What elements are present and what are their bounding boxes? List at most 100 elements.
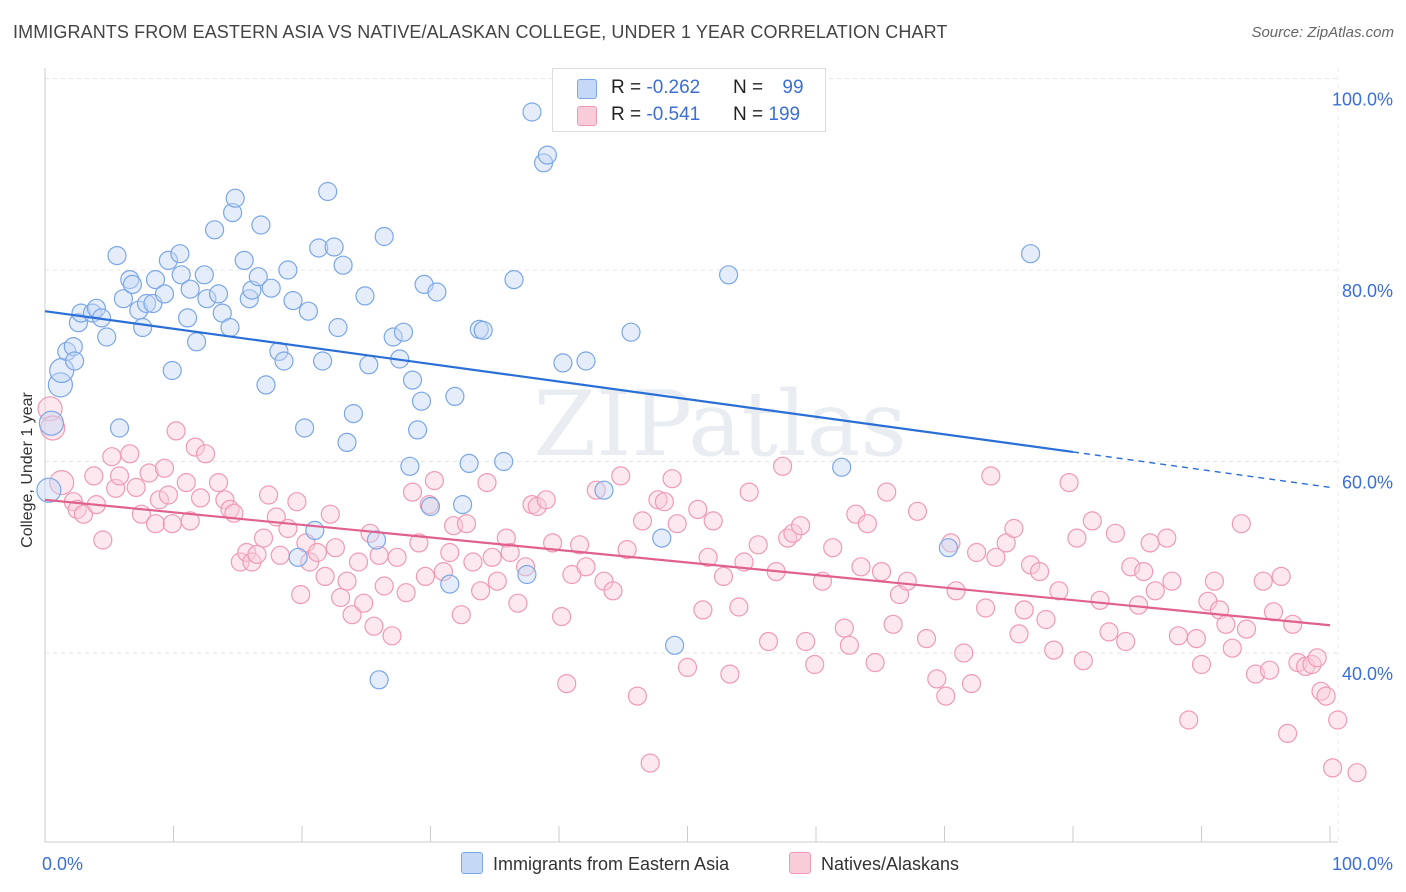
eastern-asia-point <box>355 286 375 306</box>
natives-point <box>1328 710 1348 730</box>
eastern-asia-point <box>295 418 315 438</box>
natives-point <box>883 614 903 634</box>
natives-point <box>569 535 590 555</box>
natives-point <box>387 547 407 567</box>
eastern-asia-point <box>445 386 465 406</box>
eastern-asia-point <box>652 528 672 548</box>
legend-swatch-pink <box>789 852 811 874</box>
legend-r-value: -0.541 <box>646 104 701 125</box>
natives-point <box>342 605 362 625</box>
natives-point <box>145 514 166 534</box>
eastern-asia-point <box>459 453 479 473</box>
eastern-asia-point <box>178 308 198 328</box>
natives-point <box>907 501 928 521</box>
natives-point <box>1322 758 1343 778</box>
natives-point <box>382 626 402 646</box>
natives-point <box>1168 626 1189 646</box>
natives-point <box>139 463 159 483</box>
eastern-asia-point <box>621 322 641 342</box>
legend-label: Immigrants from Eastern Asia <box>493 854 730 874</box>
natives-point <box>500 542 520 563</box>
eastern-asia-point <box>170 244 190 264</box>
natives-point <box>805 654 825 675</box>
natives-point <box>783 523 803 543</box>
natives-point <box>693 600 713 620</box>
eastern-asia-point <box>234 250 254 270</box>
natives-point <box>158 485 178 505</box>
natives-point <box>126 477 146 497</box>
natives-point <box>1216 614 1236 634</box>
eastern-asia-point <box>38 410 65 436</box>
natives-point <box>196 444 216 464</box>
eastern-asia-point <box>1020 244 1041 264</box>
eastern-asia-point <box>261 278 281 298</box>
natives-point <box>536 490 556 510</box>
natives-point <box>542 533 563 553</box>
eastern-asia-point <box>107 246 127 266</box>
eastern-asia-point <box>122 274 142 294</box>
legend-row-natives: R = -0.541 N = 199 <box>553 102 825 130</box>
natives-point <box>1231 514 1251 534</box>
natives-point <box>176 473 196 493</box>
eastern-asia-point <box>223 203 243 223</box>
eastern-asia-point <box>408 420 428 440</box>
natives-point <box>49 470 75 496</box>
natives-point <box>897 571 917 591</box>
eastern-asia-point <box>938 538 959 558</box>
natives-point <box>857 514 878 534</box>
eastern-asia-point <box>333 255 353 275</box>
natives-point <box>748 535 768 555</box>
natives-point <box>402 482 423 502</box>
source-label: Source: ZipAtlas.com <box>1251 24 1394 41</box>
eastern-asia-point <box>187 332 207 352</box>
natives-point <box>396 583 416 603</box>
natives-point <box>1191 654 1212 675</box>
natives-point <box>916 628 937 649</box>
legend-r: R = -0.262 <box>611 77 701 98</box>
natives-point <box>834 618 854 638</box>
natives-point <box>1099 622 1119 642</box>
eastern-asia-point <box>328 317 348 338</box>
eastern-asia-point <box>402 370 423 390</box>
natives-point <box>1347 763 1367 783</box>
natives-point <box>247 544 267 565</box>
eastern-asia-point <box>225 188 245 208</box>
natives-point <box>325 538 345 558</box>
natives-point <box>654 492 675 512</box>
legend-item-natives: Natives/Alaskans <box>789 852 959 875</box>
eastern-asia-point <box>718 265 739 285</box>
eastern-asia-point <box>313 351 333 371</box>
eastern-asia-point <box>36 477 62 503</box>
natives-point <box>729 597 749 617</box>
legend-n-value: 99 <box>782 77 804 98</box>
eastern-asia-point <box>594 480 614 500</box>
natives-point <box>758 631 779 652</box>
natives-point <box>586 480 606 500</box>
eastern-asia-point <box>664 635 685 655</box>
eastern-asia-point <box>158 250 178 270</box>
eastern-asia-point <box>576 351 596 371</box>
natives-point <box>975 598 996 618</box>
natives-point <box>720 664 740 684</box>
natives-point <box>1134 561 1154 582</box>
natives-point <box>1307 648 1327 668</box>
natives-point <box>1271 566 1291 587</box>
eastern-asia-point <box>420 496 441 517</box>
natives-point <box>986 547 1006 567</box>
eastern-asia-point <box>205 220 225 240</box>
natives-point <box>1067 528 1087 548</box>
natives-point <box>1222 638 1242 658</box>
eastern-asia-point <box>832 457 852 477</box>
eastern-asia-point <box>374 226 394 247</box>
legend-r-value: -0.262 <box>646 77 701 98</box>
natives-point <box>1004 518 1024 539</box>
natives-point <box>73 504 94 524</box>
x-tick-label: 100.0% <box>1332 854 1393 874</box>
natives-point <box>374 576 394 596</box>
legend-row-eastern-asia: R = -0.262 N = 99 <box>553 75 825 103</box>
eastern-asia-trend-extension <box>1072 451 1331 489</box>
natives-point <box>865 652 885 673</box>
natives-point <box>640 753 660 773</box>
natives-point <box>109 466 130 486</box>
natives-point <box>154 458 175 478</box>
